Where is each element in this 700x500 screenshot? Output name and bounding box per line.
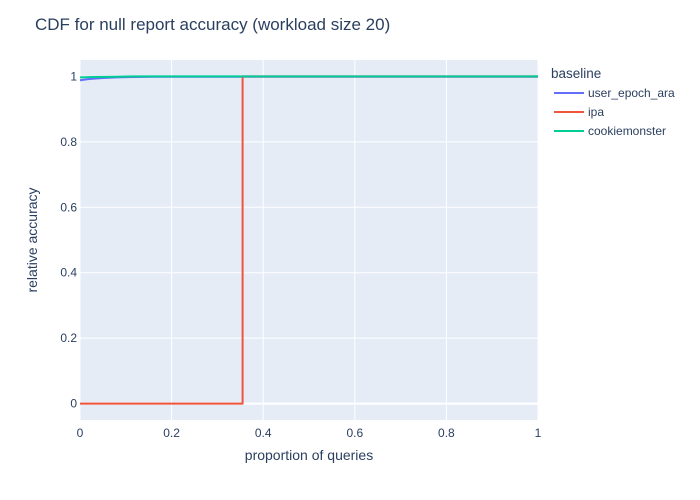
series-line-cookiemonster — [79, 75, 538, 79]
legend-item-cookiemonster[interactable]: cookiemonster — [554, 124, 666, 138]
y-tick-label: 0.2 — [60, 331, 77, 345]
x-tick-label: 0.8 — [438, 426, 455, 440]
x-tick-label: 0 — [77, 426, 84, 440]
legend-title: baseline — [551, 66, 601, 81]
legend-item-ipa[interactable]: ipa — [554, 105, 604, 119]
legend-item-user-epoch-ara[interactable]: user_epoch_ara — [554, 86, 675, 100]
y-tick-label: 0.4 — [60, 266, 77, 280]
x-tick-label: 0.6 — [346, 426, 363, 440]
y-axis-title: relative accuracy — [24, 187, 40, 292]
x-tick-label: 0.2 — [163, 426, 180, 440]
y-tick-label: 0.6 — [60, 200, 77, 214]
y-tick-labels: 0 0.2 0.4 0.6 0.8 1 — [60, 69, 77, 410]
x-axis-title: proportion of queries — [245, 447, 373, 463]
plot-area — [80, 60, 538, 420]
legend-label: ipa — [588, 105, 604, 119]
chart-title: CDF for null report accuracy (workload s… — [35, 15, 390, 34]
y-tick-label: 0 — [70, 397, 77, 411]
y-tick-label: 0.8 — [60, 135, 77, 149]
legend-label: cookiemonster — [588, 124, 666, 138]
series-layer — [79, 75, 538, 405]
y-tick-label: 1 — [70, 69, 77, 83]
x-tick-label: 1 — [535, 426, 542, 440]
x-tick-label: 0.4 — [255, 426, 272, 440]
legend-label: user_epoch_ara — [588, 86, 675, 100]
x-tick-labels: 0 0.2 0.4 0.6 0.8 1 — [77, 426, 542, 440]
